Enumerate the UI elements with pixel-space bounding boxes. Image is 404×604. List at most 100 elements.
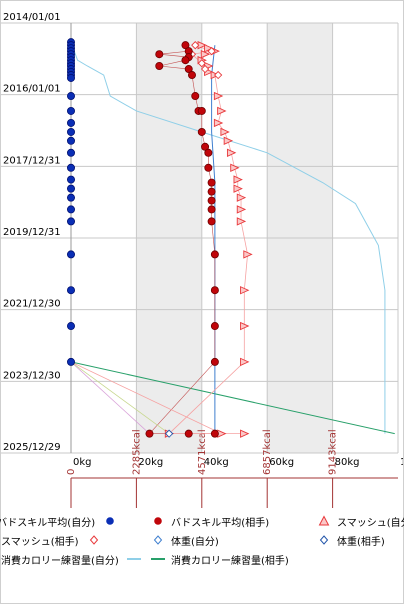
y-tick-label: 2016/01/01	[3, 84, 61, 95]
point-スマッシュ(相手)-4	[200, 64, 210, 74]
calorie-tick-label: 6857kcal	[262, 429, 273, 475]
legend-label: バドスキル平均(相手)	[171, 517, 270, 529]
legend-swatch-circle	[154, 517, 162, 525]
point-バドスキル平均(自分)-23	[67, 205, 76, 214]
point-バドスキル平均(相手)-6	[184, 65, 193, 74]
y-tick-label: 2021/12/30	[3, 299, 61, 310]
point-バドスキル平均(相手)-21	[210, 286, 219, 295]
point-スマッシュ(自分)-15	[233, 175, 243, 184]
y-tick-label: 2025/12/29	[3, 442, 61, 453]
legend-label: 体重(相手)	[337, 536, 385, 548]
point-バドスキル平均(自分)-12	[67, 73, 76, 82]
series-line-消費カロリー練習量(相手)	[70, 361, 395, 435]
legend-label: スマッシュ(自分)	[337, 517, 404, 529]
point-スマッシュ(自分)-8	[213, 91, 224, 101]
legend-label: 体重(自分)	[171, 536, 219, 548]
point-バドスキル平均(相手)-7	[187, 71, 196, 80]
point-バドスキル平均(相手)-10	[197, 106, 206, 115]
chart-svg: 2014/01/01 2016/01/01 2017/12/31 2019/12/31…	[1, 12, 404, 508]
y-tick-label: 2014/01/01	[3, 12, 61, 23]
point-バドスキル平均(相手)-16	[207, 187, 216, 196]
point-バドスキル平均(自分)-18	[67, 148, 76, 157]
legend-item: 体重(相手)	[315, 532, 385, 548]
y-tick-label: 2019/12/31	[3, 227, 61, 238]
legend-item: 消費カロリー練習量(相手)	[149, 551, 289, 567]
point-バドスキル平均(相手)-19	[207, 217, 216, 226]
point-バドスキル平均(自分)-16	[67, 127, 76, 136]
x-tick-label: 80kg	[335, 457, 360, 468]
legend-label: スマッシュ(相手)	[1, 536, 79, 548]
legend-label: 消費カロリー練習量(相手)	[171, 555, 289, 567]
point-バドスキル平均(自分)-25	[67, 250, 76, 259]
point-スマッシュ(自分)-16	[233, 184, 243, 193]
point-スマッシュ(自分)-20	[243, 250, 253, 259]
point-バドスキル平均(相手)-17	[207, 196, 216, 205]
x-tick-label: 40kg	[204, 457, 229, 468]
point-バドスキル平均(相手)-12	[201, 142, 210, 151]
legend-item: スマッシュ(自分)	[315, 513, 404, 529]
point-スマッシュ(相手)-5	[214, 70, 223, 80]
point-バドスキル平均(相手)-5	[155, 62, 164, 71]
point-スマッシュ(相手)-0	[191, 41, 200, 50]
point-バドスキル平均(自分)-26	[67, 286, 76, 295]
point-スマッシュ(自分)-13	[226, 148, 237, 157]
point-バドスキル平均(相手)-24	[145, 429, 154, 438]
fan-line-1	[70, 361, 170, 434]
point-バドスキル平均(自分)-22	[67, 193, 76, 202]
point-スマッシュ(自分)-23	[240, 357, 250, 367]
fan-line-2	[70, 361, 222, 435]
point-体重(相手)-0	[164, 429, 174, 438]
legend-item: スマッシュ(相手)	[1, 532, 107, 548]
point-バドスキル平均(自分)-14	[67, 106, 76, 115]
legend-item: 消費カロリー練習量(自分)	[1, 551, 147, 567]
legend-label: 消費カロリー練習量(自分)	[1, 555, 119, 567]
point-スマッシュ(自分)-26	[240, 429, 250, 438]
point-スマッシュ(自分)-18	[236, 205, 247, 214]
point-バドスキル平均(相手)-2	[155, 50, 164, 59]
legend-swatch-triangle	[318, 515, 330, 526]
point-スマッシュ(自分)-21	[240, 286, 250, 295]
legend-row: 消費カロリー練習量(自分) 消費カロリー練習量(相手)	[1, 551, 403, 567]
point-スマッシュ(自分)-10	[213, 118, 224, 128]
legend-swatch-diamond	[89, 535, 98, 545]
legend-item: バドスキル平均(自分)	[0, 513, 123, 529]
legend-swatch-diamond	[319, 535, 329, 545]
point-バドスキル平均(相手)-8	[191, 92, 200, 101]
point-バドスキル平均(相手)-25	[184, 429, 193, 438]
calorie-tick-label: 4571kcal	[197, 429, 208, 475]
calorie-tick-label: 0	[66, 469, 77, 475]
legend-swatch-diamond	[153, 535, 163, 545]
legend-swatch-line	[126, 558, 141, 560]
point-バドスキル平均(自分)-20	[67, 175, 76, 184]
legend-label: バドスキル平均(自分)	[0, 517, 96, 529]
point-バドスキル平均(自分)-15	[67, 118, 76, 127]
calorie-tick-label: 9143kcal	[328, 429, 339, 475]
point-バドスキル平均(相手)-15	[207, 178, 216, 187]
legend-item: バドスキル平均(相手)	[149, 513, 269, 529]
x-tick-label: 20kg	[138, 457, 163, 468]
legend-item: 体重(自分)	[149, 532, 219, 548]
point-バドスキル平均(自分)-17	[67, 136, 76, 145]
point-バドスキル平均(相手)-13	[204, 148, 213, 157]
point-スマッシュ(自分)-14	[230, 163, 240, 173]
point-スマッシュ(自分)-12	[223, 136, 234, 146]
point-スマッシュ(相手)-1	[207, 47, 216, 56]
point-バドスキル平均(相手)-22	[210, 322, 219, 331]
x-tick-label: 100kg	[400, 457, 403, 468]
point-バドスキル平均(相手)-26	[210, 429, 219, 438]
point-バドスキル平均(相手)-20	[210, 250, 219, 259]
point-スマッシュ(自分)-3	[200, 50, 211, 59]
point-バドスキル平均(相手)-14	[204, 163, 213, 172]
point-バドスキル平均(自分)-13	[67, 92, 76, 101]
point-スマッシュ(自分)-17	[236, 193, 247, 202]
x-tick-label: 60kg	[269, 457, 294, 468]
point-スマッシュ(自分)-9	[217, 106, 227, 116]
legend-row: スマッシュ(相手) 体重(自分) 体重(相手)	[1, 532, 403, 548]
calorie-tick-label: 2285kcal	[131, 429, 142, 475]
y-tick-label: 2017/12/31	[3, 155, 61, 166]
point-バドスキル平均(相手)-23	[210, 357, 219, 366]
point-スマッシュ(自分)-1	[204, 44, 214, 53]
x-tick-label: 0kg	[73, 457, 92, 468]
point-スマッシュ(自分)-19	[236, 217, 247, 226]
